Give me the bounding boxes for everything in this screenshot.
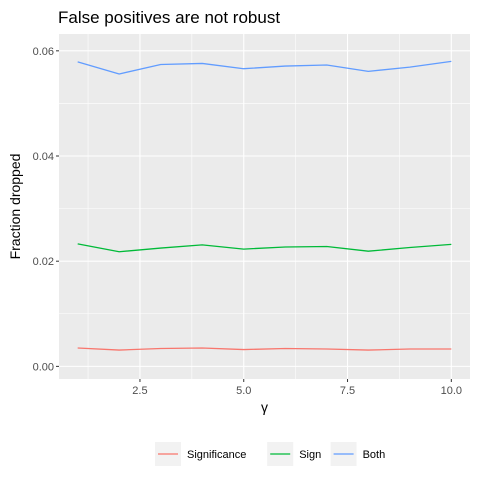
legend-label-sign: Sign <box>299 449 321 461</box>
legend-label-significance: Significance <box>187 449 246 461</box>
x-axis-title: γ <box>261 399 268 415</box>
major-gridlines <box>59 34 470 379</box>
series-lines <box>77 60 452 351</box>
y-tick-label: 0.06 <box>33 46 54 58</box>
plot-panel <box>59 34 470 379</box>
y-tick-label: 0.02 <box>33 256 54 268</box>
x-tick-label: 7.5 <box>340 385 355 397</box>
x-tick-label: 10.0 <box>441 385 462 397</box>
y-axis-title: Fraction dropped <box>7 154 23 260</box>
x-axis-ticks: 2.5 5.0 7.5 10.0 <box>132 379 462 397</box>
y-tick-label: 0.04 <box>33 151 54 163</box>
minor-gridlines <box>59 34 470 379</box>
x-tick-label: 5.0 <box>236 385 251 397</box>
y-tick-label: 0.00 <box>33 361 54 373</box>
x-tick-label: 2.5 <box>132 385 147 397</box>
chart-title: False positives are not robust <box>58 8 280 27</box>
series-line-significance <box>77 347 452 351</box>
legend: Significance Sign Both <box>155 442 385 466</box>
series-line-both <box>77 60 452 75</box>
y-axis-ticks: 0.00 0.02 0.04 0.06 <box>33 46 59 373</box>
series-line-sign <box>77 243 452 253</box>
legend-label-both: Both <box>363 449 386 461</box>
